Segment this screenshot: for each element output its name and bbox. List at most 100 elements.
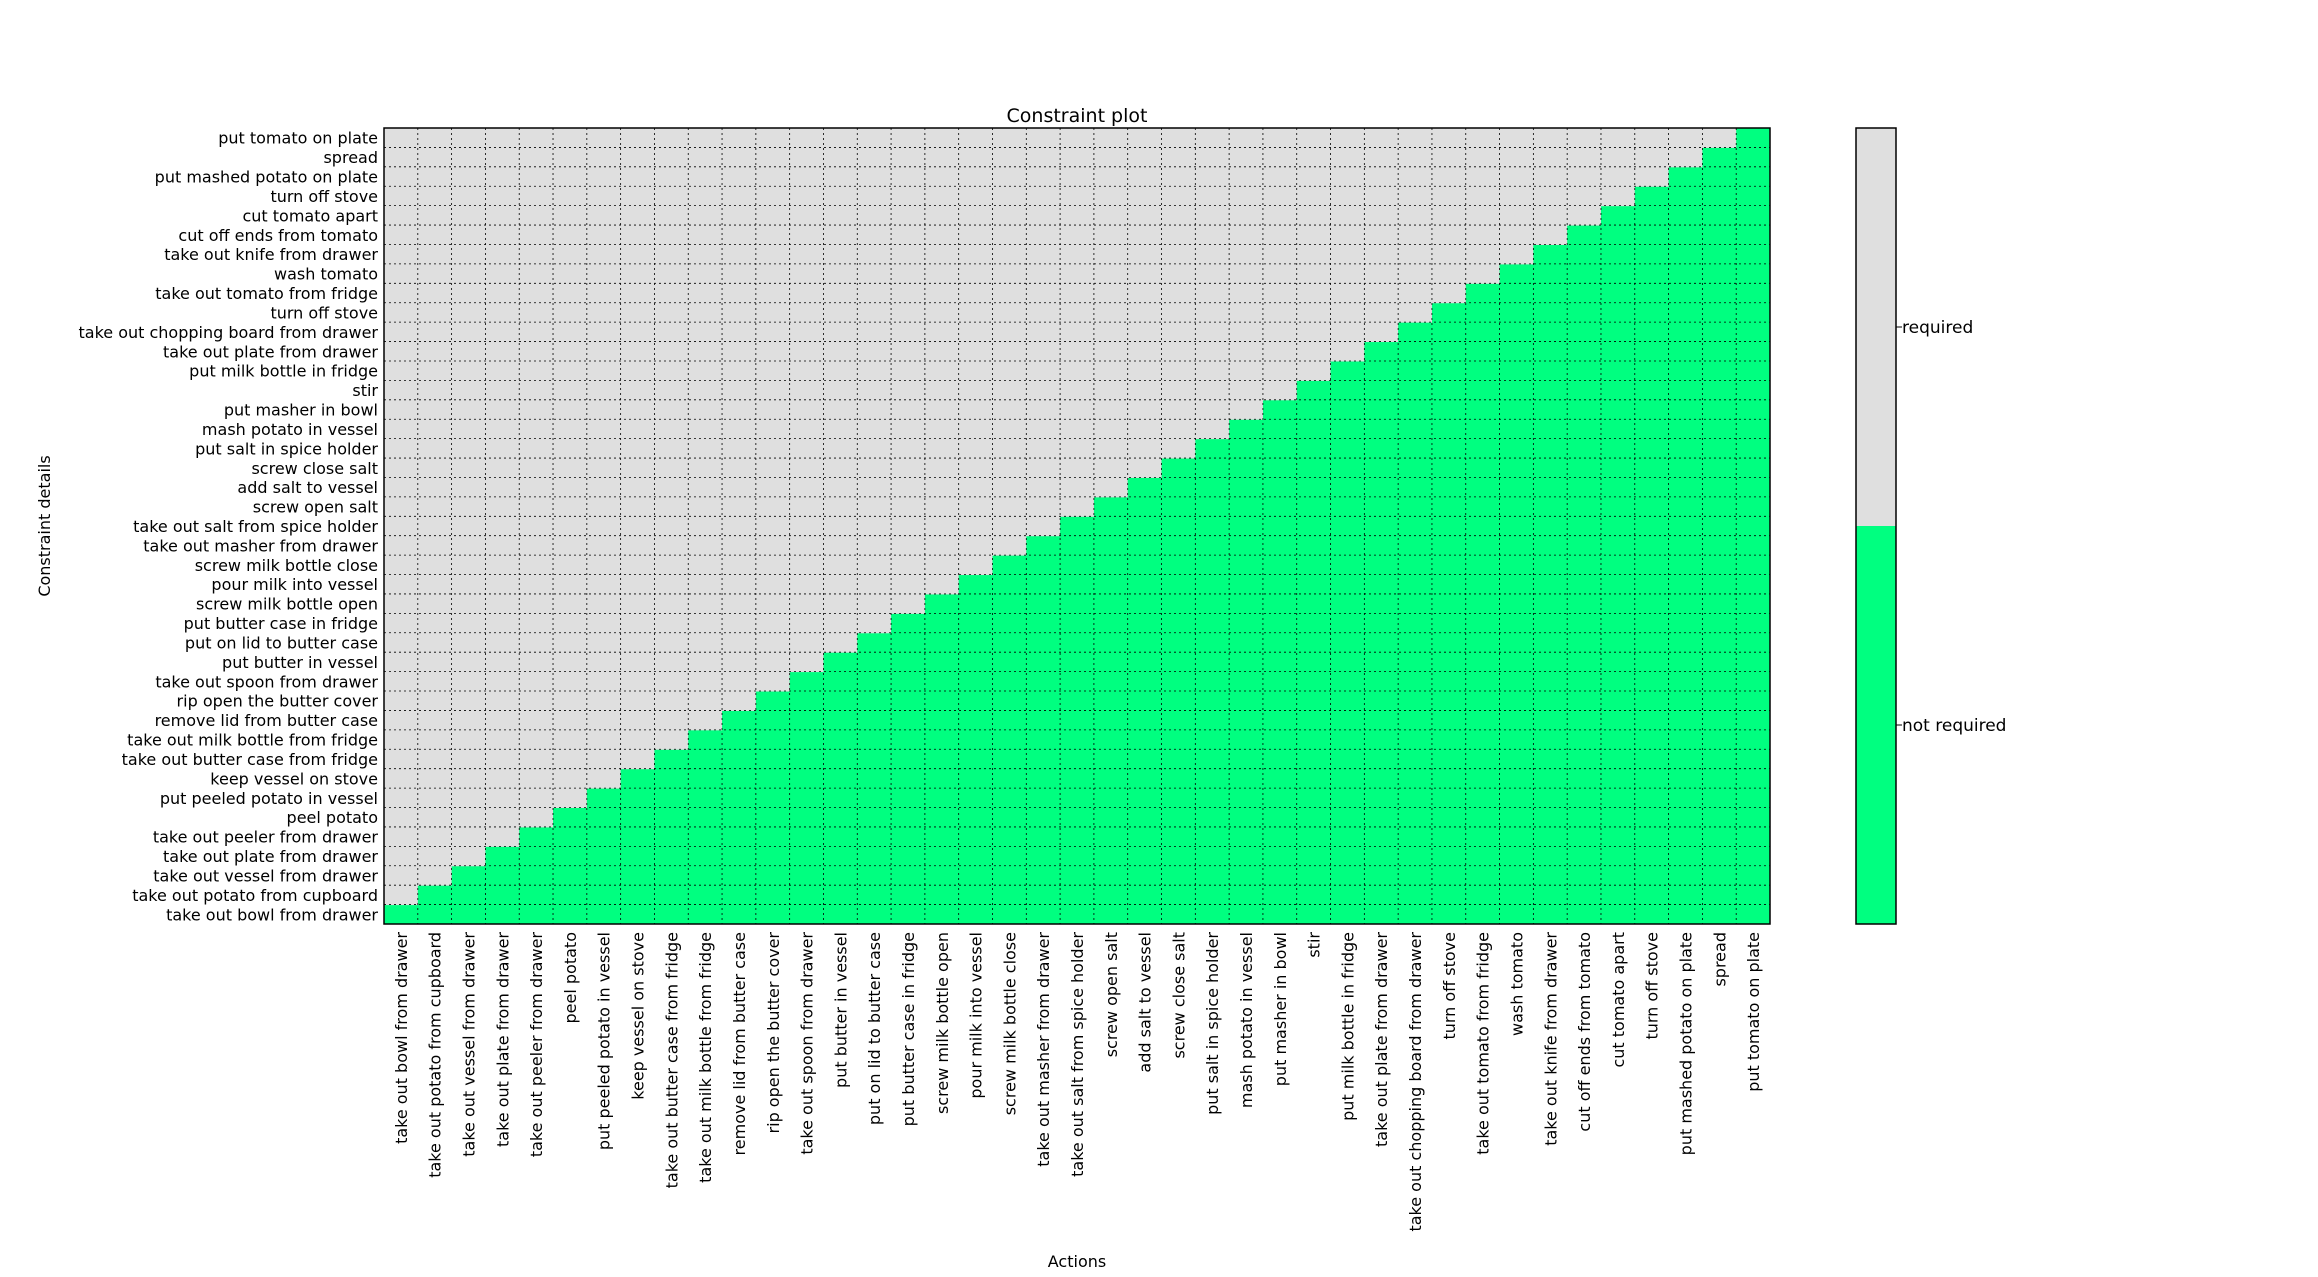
y-tick-label: take out vessel from drawer (153, 866, 378, 885)
heatmap-cell (857, 555, 892, 576)
heatmap-cell (1465, 341, 1501, 362)
heatmap-cell (1431, 205, 1467, 226)
heatmap-cell (992, 399, 1027, 420)
heatmap-cell (1026, 341, 1061, 362)
heatmap-cell (451, 729, 486, 750)
heatmap-cell (891, 244, 926, 265)
heatmap-cell (1465, 555, 1501, 576)
heatmap-cell (384, 496, 419, 517)
heatmap-cell (1364, 360, 1399, 381)
heatmap-cell (924, 632, 960, 653)
heatmap-cell (586, 807, 622, 828)
x-tick-label: take out bowl from drawer (392, 932, 411, 1144)
heatmap-cell (1398, 826, 1433, 847)
heatmap-cell (1195, 865, 1230, 886)
x-tick-label: put butter case in fridge (899, 932, 918, 1126)
heatmap-cell (1093, 671, 1129, 692)
heatmap-cell (688, 186, 723, 207)
x-tick-label: take out salt from spice holder (1068, 932, 1087, 1177)
heatmap-cell (924, 322, 960, 343)
heatmap-cell (755, 788, 791, 809)
heatmap-cell (417, 710, 453, 731)
heatmap-cell (1634, 341, 1670, 362)
heatmap-cell (1465, 593, 1501, 614)
heatmap-cell (1296, 535, 1332, 556)
heatmap-cell (1364, 496, 1399, 517)
x-tick-label: mash potato in vessel (1237, 932, 1256, 1108)
heatmap-cell (958, 419, 993, 440)
heatmap-cell (688, 302, 723, 323)
heatmap-cell (1668, 885, 1703, 906)
heatmap-cell (688, 826, 723, 847)
heatmap-cell (1533, 729, 1568, 750)
heatmap-cell (992, 574, 1027, 595)
heatmap-cell (1195, 322, 1230, 343)
heatmap-cell (924, 826, 960, 847)
heatmap-cell (1262, 225, 1298, 245)
heatmap-cell (1060, 632, 1095, 653)
heatmap-cell (1161, 691, 1196, 711)
heatmap-cell (1465, 516, 1501, 537)
heatmap-cell (1330, 477, 1365, 498)
heatmap-cell (417, 302, 453, 323)
heatmap-cell (722, 283, 757, 304)
heatmap-cell (451, 671, 486, 692)
y-tick-label: take out tomato from fridge (155, 284, 378, 303)
heatmap-cell (755, 613, 791, 634)
heatmap-cell (958, 380, 993, 401)
heatmap-cell (1127, 846, 1163, 867)
heatmap-cell (1195, 399, 1230, 420)
heatmap-cell (654, 496, 689, 517)
heatmap-cell (1634, 632, 1670, 653)
heatmap-cell (688, 904, 723, 925)
heatmap-cell (586, 496, 622, 517)
heatmap-cell (1600, 807, 1636, 828)
heatmap-cell (451, 652, 486, 673)
heatmap-cell (519, 788, 554, 809)
heatmap-cell (924, 729, 960, 750)
heatmap-cell (1296, 458, 1332, 478)
heatmap-cell (1229, 360, 1264, 381)
heatmap-cell (1398, 904, 1433, 925)
heatmap-cell (755, 496, 791, 517)
heatmap-cell (1668, 341, 1703, 362)
heatmap-cell (1600, 244, 1636, 265)
heatmap-cell (857, 341, 892, 362)
heatmap-cell (1330, 865, 1365, 886)
heatmap-cell (1398, 846, 1433, 867)
heatmap-cell (620, 283, 655, 304)
heatmap-cell (722, 807, 757, 828)
heatmap-cell (1600, 322, 1636, 343)
heatmap-cell (384, 593, 419, 614)
heatmap-cell (384, 399, 419, 420)
heatmap-cell (722, 244, 757, 265)
heatmap-cell (1398, 283, 1433, 304)
heatmap-cell (857, 632, 892, 653)
heatmap-cell (1668, 535, 1703, 556)
heatmap-cell (586, 535, 622, 556)
heatmap-cell (789, 729, 824, 750)
x-tick-label: take out tomato from fridge (1474, 932, 1493, 1155)
heatmap-cell (722, 205, 757, 226)
heatmap-cell (1026, 302, 1061, 323)
heatmap-cell (1161, 128, 1196, 148)
heatmap-cell (519, 865, 554, 886)
heatmap-cell (1262, 865, 1298, 886)
heatmap-cell (451, 749, 486, 770)
heatmap-cell (1026, 885, 1061, 906)
heatmap-cell (1127, 729, 1163, 750)
heatmap-cell (1499, 574, 1534, 595)
heatmap-cell (1330, 555, 1365, 576)
heatmap-cell (485, 729, 520, 750)
heatmap-cell (1330, 613, 1365, 634)
heatmap-cell (1499, 632, 1534, 653)
heatmap-cell (1600, 458, 1636, 478)
colorbar-label-required: required (1902, 318, 1973, 338)
y-axis-label: Constraint details (35, 455, 54, 596)
heatmap-cell (1600, 263, 1636, 284)
heatmap-cell (1127, 632, 1163, 653)
heatmap-cell (1330, 632, 1365, 653)
y-tick-label: cut tomato apart (242, 206, 378, 225)
heatmap-cell (1229, 885, 1264, 906)
heatmap-cell (1296, 691, 1332, 711)
